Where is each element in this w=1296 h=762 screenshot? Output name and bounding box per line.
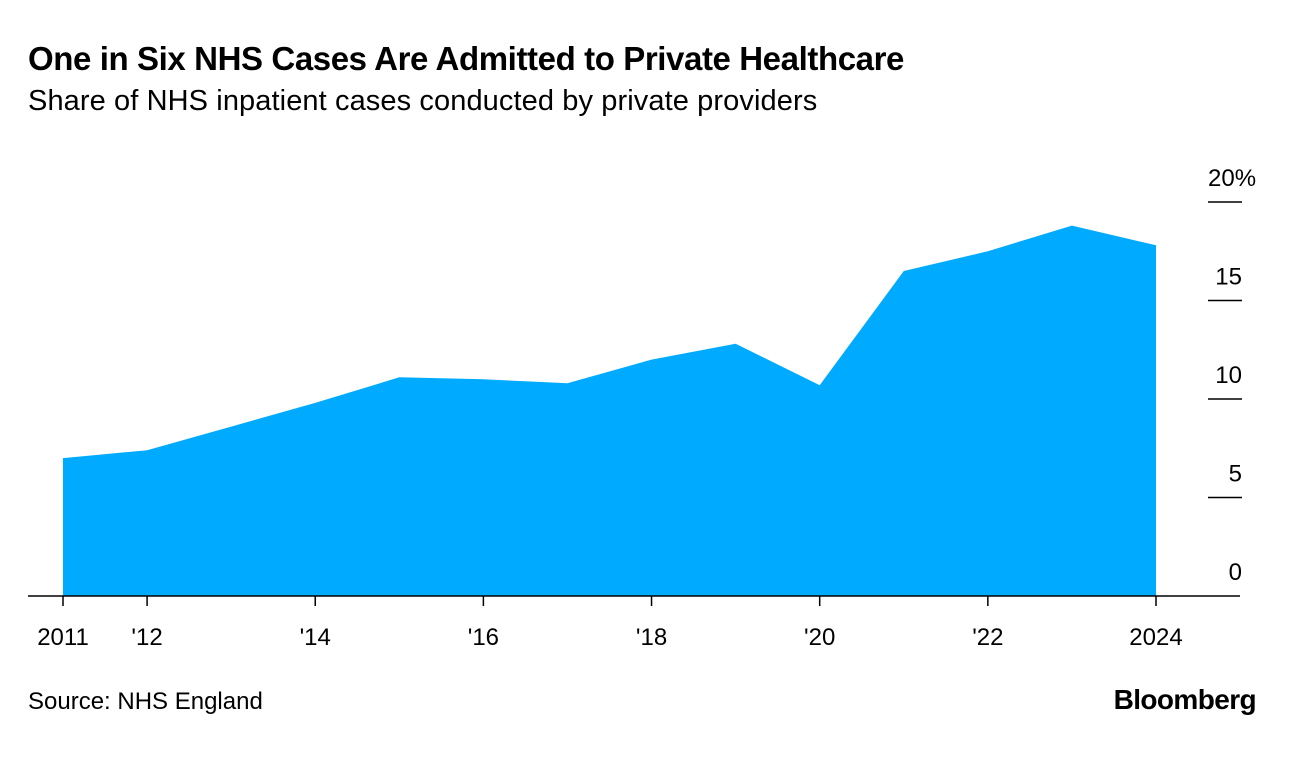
chart-subtitle: Share of NHS inpatient cases conducted b… (28, 85, 818, 117)
x-tick-label-2016: '16 (468, 624, 499, 651)
y-tick-label-10: 10 (1215, 362, 1242, 389)
x-tick-label-2018: '18 (636, 624, 667, 651)
x-tick-label-2020: '20 (804, 624, 835, 651)
y-tick-label-15: 15 (1215, 264, 1242, 291)
y-tick-label-5: 5 (1229, 461, 1242, 488)
area-chart: 2011 '12 '14 '16 '18 '20 '22 2024 20% 15 10 5 0 (28, 165, 1256, 651)
x-tick-label-2024: 2024 (1129, 624, 1182, 651)
x-tick-label-2012: '12 (131, 624, 162, 651)
x-tick-label-2022: '22 (972, 624, 1003, 651)
area-series (63, 225, 1156, 596)
source-note: Source: NHS England (28, 688, 263, 715)
bloomberg-logo: Bloomberg (1113, 684, 1257, 715)
y-tick-label-0: 0 (1229, 559, 1242, 586)
x-tick-label-2014: '14 (300, 624, 331, 651)
chart-title: One in Six NHS Cases Are Admitted to Pri… (28, 40, 905, 77)
y-tick-label-20: 20% (1208, 165, 1256, 192)
x-tick-label-2011: 2011 (37, 624, 89, 651)
